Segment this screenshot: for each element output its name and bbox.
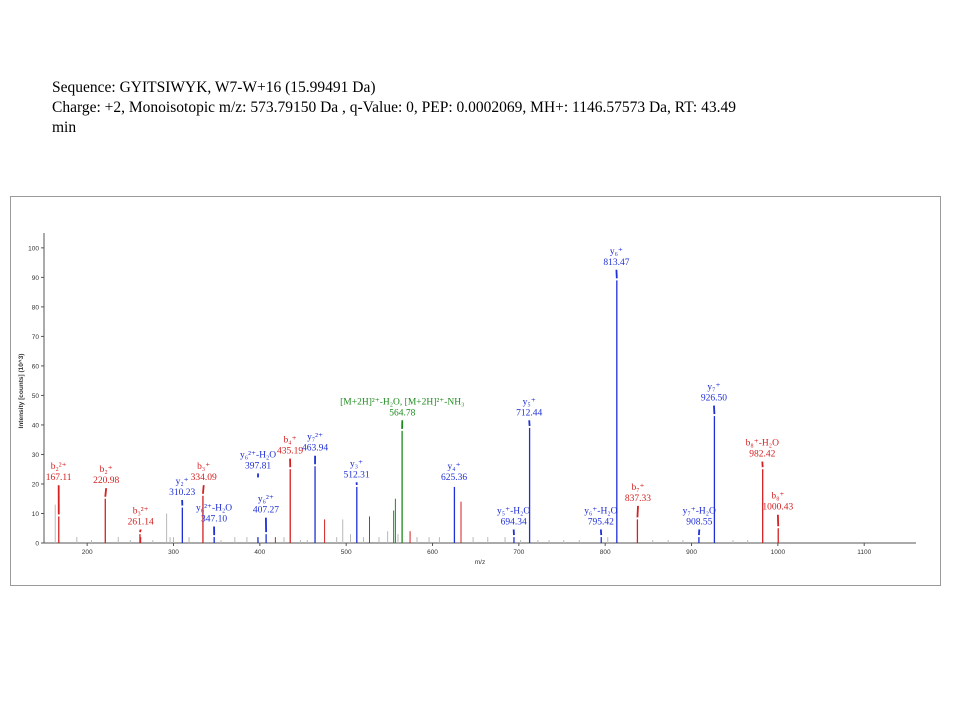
y-tick-label: 100 xyxy=(28,245,39,252)
peak-ion-label: y₄⁺ xyxy=(448,462,461,472)
y-tick-label: 30 xyxy=(32,452,40,459)
y-axis-title: Intensity [counts] (10^3) xyxy=(17,354,25,429)
peak-mz-label: 261.14 xyxy=(128,517,154,527)
charge-line-wrap: min xyxy=(52,119,77,136)
x-tick-label: 1000 xyxy=(771,549,786,556)
annotation-leader xyxy=(104,488,108,497)
x-tick-label: 900 xyxy=(686,549,697,556)
x-tick-label: 300 xyxy=(168,549,179,556)
peak-ion-label: b₄⁺ xyxy=(284,436,297,446)
x-tick-label: 600 xyxy=(427,549,438,556)
y-tick-label: 60 xyxy=(32,363,40,370)
x-axis-title: m/z xyxy=(475,559,485,566)
peak-mz-label: 407.27 xyxy=(253,506,279,516)
peak-ion-label: y₅⁺ xyxy=(523,397,536,407)
peak-ion-label: y₂⁺ xyxy=(176,477,189,487)
peak-ion-label: y₇²⁺ xyxy=(307,433,323,443)
x-tick-label: 800 xyxy=(600,549,611,556)
y-tick-label: 90 xyxy=(32,275,40,282)
peak-mz-label: 795.42 xyxy=(588,517,614,527)
peak-mz-label: 334.09 xyxy=(191,473,217,483)
y-tick-label: 20 xyxy=(32,481,40,488)
x-tick-label: 700 xyxy=(513,549,524,556)
peak-ion-label: y₆²⁺ xyxy=(258,495,274,505)
x-tick-label: 200 xyxy=(82,549,93,556)
y-tick-label: 40 xyxy=(32,422,40,429)
sequence-line: Sequence: GYITSIWYK, W7-W+16 (15.99491 D… xyxy=(52,79,376,96)
peak-mz-label: 167.11 xyxy=(46,473,72,483)
peak-ion-label: y₆⁺-H₂O xyxy=(584,506,617,516)
peak-ion-label: y₅⁺-H₂O xyxy=(497,506,530,516)
peak-mz-label: 397.81 xyxy=(245,461,271,471)
peak-mz-label: 220.98 xyxy=(93,476,119,486)
peak-ion-label: b₈⁺-H₂O xyxy=(746,439,779,449)
y-tick-label: 80 xyxy=(32,304,40,311)
peak-ion-label: b₃⁺ xyxy=(197,462,210,472)
peak-mz-label: 982.42 xyxy=(749,450,775,460)
x-tick-label: 400 xyxy=(254,549,265,556)
peak-ion-label: b₇⁺ xyxy=(631,483,644,493)
y-tick-label: 50 xyxy=(32,393,40,400)
peak-mz-label: 694.34 xyxy=(501,517,527,527)
charge-line: Charge: +2, Monoisotopic m/z: 573.79150 … xyxy=(52,99,736,116)
peak-mz-label: 512.31 xyxy=(343,470,369,480)
x-tick-label: 1100 xyxy=(857,549,871,556)
annotation-leader xyxy=(202,485,205,494)
peak-ion-label: y₆⁺ xyxy=(610,247,623,257)
peak-ion-label: y₇⁺ xyxy=(707,383,720,393)
peak-ion-label: [M+2H]²⁺-H₂O, [M+2H]²⁺-NH₃ xyxy=(340,397,464,407)
peak-ion-label: b₂⁺ xyxy=(100,465,113,475)
y-tick-label: 10 xyxy=(32,511,40,518)
peak-ion-label: b₈⁺ xyxy=(771,492,784,502)
peak-mz-label: 813.47 xyxy=(603,258,629,268)
peak-mz-label: 837.33 xyxy=(625,494,651,504)
peak-mz-label: 435.19 xyxy=(277,447,303,457)
annotation-leader xyxy=(636,505,639,518)
peak-mz-label: 347.10 xyxy=(201,515,227,525)
peak-ion-label: y₆²⁺-H₂O xyxy=(196,504,232,514)
peak-mz-label: 712.44 xyxy=(516,408,542,418)
spectrum-chart: 0 10 20 30 40 50 60 70 80 90 100 200 300 400 500 600 700… xyxy=(17,233,916,566)
spectrum-panel: 0 10 20 30 40 50 60 70 80 90 100 200 300 400 500 600 700… xyxy=(10,196,941,586)
peak-ion-label: y₇⁺-H₂O xyxy=(683,506,716,516)
peak-mz-label: 463.94 xyxy=(302,444,328,454)
peak-mz-label: 926.50 xyxy=(701,394,727,404)
peak-ion-label: b₂²⁺ xyxy=(51,462,67,472)
peak-mz-label: 908.55 xyxy=(686,517,712,527)
annotation-leader xyxy=(139,529,142,533)
peak-mz-label: 625.36 xyxy=(441,473,467,483)
peak-ion-label: y₆²⁺-H₂O xyxy=(240,450,276,460)
y-tick-label: 70 xyxy=(32,334,40,341)
peak-mz-label: 564.78 xyxy=(389,408,415,418)
peak-mz-label: 1000.43 xyxy=(762,503,793,513)
x-tick-label: 500 xyxy=(341,549,352,556)
peak-ion-label: b₃²⁺ xyxy=(133,506,149,516)
y-tick-label: 0 xyxy=(35,541,39,548)
spectrum-header: Sequence: GYITSIWYK, W7-W+16 (15.99491 D… xyxy=(52,78,912,138)
peak-ion-label: y₃⁺ xyxy=(350,459,363,469)
peak-mz-label: 310.23 xyxy=(169,488,195,498)
